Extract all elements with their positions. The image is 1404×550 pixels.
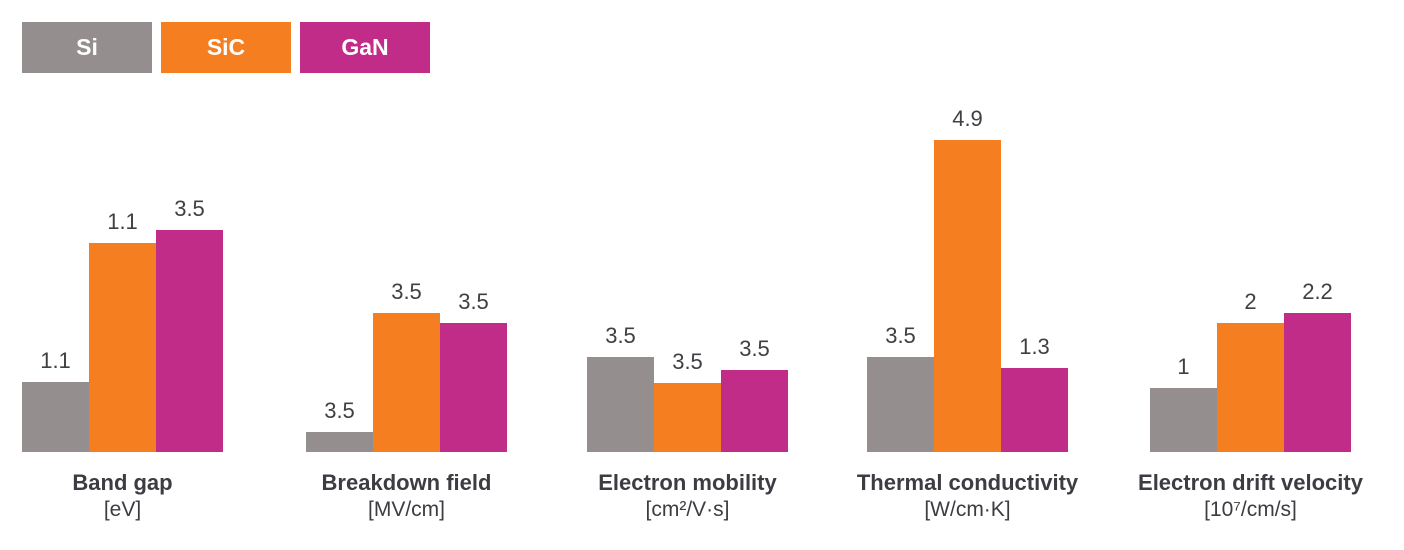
bar-column-si: 1.1 xyxy=(22,348,89,452)
bar-column-si: 3.5 xyxy=(867,323,934,452)
group-unit: [MV/cm] xyxy=(367,498,445,521)
bar-sic xyxy=(934,140,1001,452)
group-title: Electron mobility xyxy=(598,470,777,495)
group-caption: Breakdown field [MV/cm] xyxy=(322,468,492,522)
bars-row: 3.5 4.9 1.3 xyxy=(867,106,1068,452)
bar-group-band-gap: 1.1 1.1 3.5 Band gap [eV] xyxy=(22,0,223,550)
bar-column-sic: 4.9 xyxy=(934,106,1001,452)
bar-gan xyxy=(721,370,788,452)
group-caption: Thermal conductivity [W/cm·K] xyxy=(857,468,1078,522)
bar-value-label: 3.5 xyxy=(739,336,770,361)
bars-row: 3.5 3.5 3.5 xyxy=(587,323,788,452)
bar-column-gan: 1.3 xyxy=(1001,334,1068,452)
bars-row: 1.1 1.1 3.5 xyxy=(22,196,223,452)
bar-sic xyxy=(654,383,721,452)
bar-value-label: 1.1 xyxy=(107,209,138,234)
bar-value-label: 3.5 xyxy=(885,323,916,348)
bar-value-label: 3.5 xyxy=(605,323,636,348)
bar-group-electron-mobility: 3.5 3.5 3.5 Electron mobility [cm²/V·s] xyxy=(587,0,788,550)
legend-label: SiC xyxy=(206,34,246,60)
bar-si xyxy=(22,382,89,452)
bar-column-gan: 3.5 xyxy=(721,336,788,452)
bar-value-label: 4.9 xyxy=(952,106,983,131)
group-unit: [W/cm·K] xyxy=(924,498,1011,521)
bar-value-label: 3.5 xyxy=(174,196,205,221)
bar-value-label: 2.2 xyxy=(1302,279,1333,304)
legend-label: Si xyxy=(76,34,98,60)
bar-value-label: 1.3 xyxy=(1019,334,1050,359)
bar-group-electron-drift-velocity: 1 2 2.2 Electron drift velocity [10⁷/cm/s] xyxy=(1138,0,1363,550)
legend-item-si: Si xyxy=(22,22,152,73)
bar-column-si: 3.5 xyxy=(306,398,373,452)
group-title: Band gap xyxy=(72,470,173,495)
bar-column-sic: 3.5 xyxy=(654,349,721,452)
bar-column-sic: 1.1 xyxy=(89,209,156,452)
bar-si xyxy=(867,357,934,452)
legend-item-gan: GaN xyxy=(300,22,430,73)
bar-si xyxy=(587,357,654,452)
bar-column-gan: 2.2 xyxy=(1284,279,1351,452)
group-title: Thermal conductivity xyxy=(856,470,1079,495)
bar-gan xyxy=(1001,368,1068,452)
bar-value-label: 3.5 xyxy=(391,279,422,304)
legend-label: GaN xyxy=(341,34,389,60)
bar-column-sic: 2 xyxy=(1217,289,1284,452)
group-title: Electron drift velocity xyxy=(1138,470,1363,495)
bar-group-thermal-conductivity: 3.5 4.9 1.3 Thermal conductivity [W/cm·K] xyxy=(857,0,1078,550)
bar-si xyxy=(306,432,373,452)
group-caption: Band gap [eV] xyxy=(72,468,172,522)
bar-si xyxy=(1150,388,1217,452)
bar-value-label: 2 xyxy=(1244,289,1257,314)
bar-value-label: 1 xyxy=(1177,354,1190,379)
bar-sic xyxy=(373,313,440,452)
bar-value-label: 3.5 xyxy=(458,289,489,314)
bar-column-si: 1 xyxy=(1150,354,1217,452)
bar-group-breakdown-field: 3.5 3.5 3.5 Breakdown field [MV/cm] xyxy=(306,0,507,550)
bar-sic xyxy=(1217,323,1284,452)
bar-value-label: 3.5 xyxy=(324,398,355,423)
bar-column-sic: 3.5 xyxy=(373,279,440,452)
bar-column-si: 3.5 xyxy=(587,323,654,452)
group-unit: [eV] xyxy=(103,498,142,521)
bar-gan xyxy=(1284,313,1351,452)
bar-gan xyxy=(156,230,223,452)
legend: Si SiC GaN xyxy=(22,22,430,73)
bar-column-gan: 3.5 xyxy=(156,196,223,452)
group-unit: [10⁷/cm/s] xyxy=(1204,498,1297,521)
bar-column-gan: 3.5 xyxy=(440,289,507,452)
group-caption: Electron mobility [cm²/V·s] xyxy=(598,468,776,522)
group-caption: Electron drift velocity [10⁷/cm/s] xyxy=(1138,468,1363,522)
bar-value-label: 1.1 xyxy=(40,348,71,373)
bars-row: 3.5 3.5 3.5 xyxy=(306,279,507,452)
legend-item-sic: SiC xyxy=(161,22,291,73)
bar-value-label: 3.5 xyxy=(672,349,703,374)
bars-row: 1 2 2.2 xyxy=(1150,279,1351,452)
group-title: Breakdown field xyxy=(321,470,492,495)
group-unit: [cm²/V·s] xyxy=(645,498,730,521)
bar-gan xyxy=(440,323,507,452)
bar-sic xyxy=(89,243,156,452)
